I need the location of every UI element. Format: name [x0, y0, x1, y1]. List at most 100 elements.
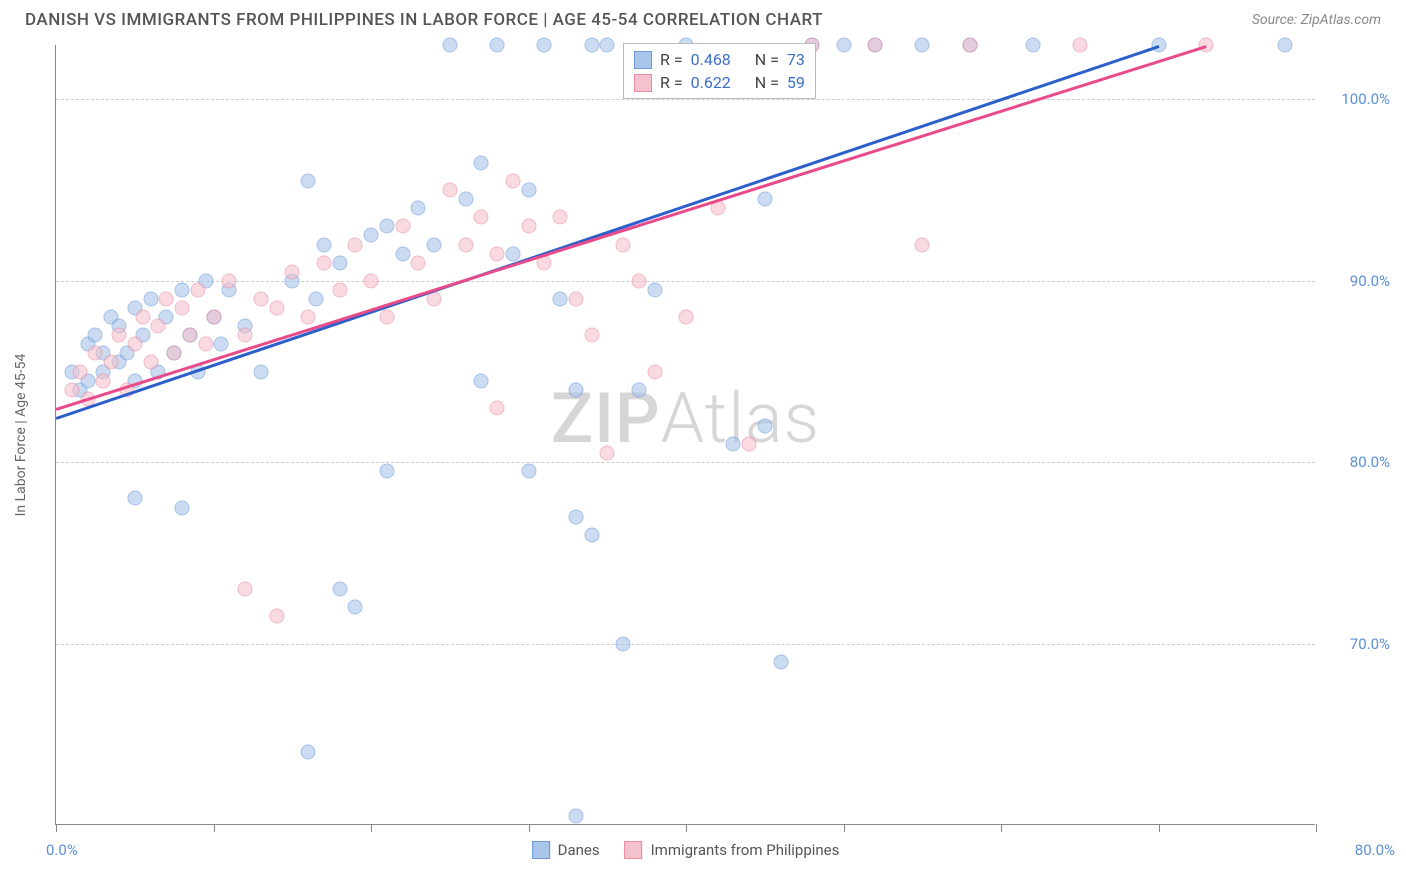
data-point — [584, 328, 599, 343]
data-point — [584, 38, 599, 53]
gridline — [56, 281, 1315, 282]
xtick — [1001, 824, 1002, 832]
data-point — [742, 437, 757, 452]
ytick-label: 70.0% — [1325, 635, 1390, 653]
data-point — [757, 192, 772, 207]
data-point — [568, 291, 583, 306]
data-point — [1072, 38, 1087, 53]
data-point — [757, 418, 772, 433]
data-point — [159, 291, 174, 306]
data-point — [190, 282, 205, 297]
data-point — [88, 346, 103, 361]
data-point — [600, 38, 615, 53]
data-point — [182, 328, 197, 343]
data-point — [269, 301, 284, 316]
xtick-label-max: 80.0% — [1355, 841, 1395, 859]
data-point — [104, 355, 119, 370]
scatter-chart: In Labor Force | Age 45-54 ZIPAtlas 70.0… — [55, 45, 1315, 825]
ytick-label: 90.0% — [1325, 272, 1390, 290]
data-point — [308, 291, 323, 306]
data-point — [616, 237, 631, 252]
xtick — [529, 824, 530, 832]
data-point — [332, 282, 347, 297]
data-point — [175, 301, 190, 316]
data-point — [379, 219, 394, 234]
data-point — [348, 600, 363, 615]
data-point — [458, 237, 473, 252]
data-point — [1198, 38, 1213, 53]
chart-title: DANISH VS IMMIGRANTS FROM PHILIPPINES IN… — [25, 10, 823, 30]
data-point — [332, 582, 347, 597]
data-point — [1277, 38, 1292, 53]
watermark: ZIPAtlas — [551, 378, 820, 460]
data-point — [411, 255, 426, 270]
data-point — [301, 310, 316, 325]
data-point — [96, 373, 111, 388]
data-point — [647, 364, 662, 379]
legend-label: Immigrants from Philippines — [651, 841, 840, 859]
data-point — [505, 246, 520, 261]
data-point — [316, 237, 331, 252]
data-point — [442, 38, 457, 53]
data-point — [631, 382, 646, 397]
xtick-label-min: 0.0% — [46, 841, 78, 859]
data-point — [726, 437, 741, 452]
xtick — [371, 824, 372, 832]
data-point — [1025, 38, 1040, 53]
n-value: 73 — [787, 50, 805, 69]
data-point — [505, 174, 520, 189]
data-point — [395, 246, 410, 261]
data-point — [151, 319, 166, 334]
r-value: 0.622 — [691, 73, 731, 92]
data-point — [521, 464, 536, 479]
legend-label: Danes — [558, 841, 600, 859]
legend-swatch — [634, 51, 652, 69]
ytick-label: 100.0% — [1325, 90, 1390, 108]
data-point — [238, 582, 253, 597]
data-point — [88, 328, 103, 343]
data-point — [631, 273, 646, 288]
data-point — [301, 174, 316, 189]
data-point — [135, 310, 150, 325]
data-point — [127, 491, 142, 506]
data-point — [332, 255, 347, 270]
data-point — [568, 382, 583, 397]
ytick-label: 80.0% — [1325, 453, 1390, 471]
series-legend: Danes Immigrants from Philippines — [532, 841, 840, 859]
data-point — [411, 201, 426, 216]
data-point — [427, 237, 442, 252]
data-point — [72, 364, 87, 379]
data-point — [127, 337, 142, 352]
gridline — [56, 644, 1315, 645]
data-point — [537, 38, 552, 53]
data-point — [198, 337, 213, 352]
xtick — [56, 824, 57, 832]
data-point — [836, 38, 851, 53]
data-point — [490, 38, 505, 53]
data-point — [1151, 38, 1166, 53]
data-point — [379, 310, 394, 325]
data-point — [553, 291, 568, 306]
data-point — [568, 509, 583, 524]
legend-row: R =0.468 N =73 — [634, 48, 805, 71]
data-point — [474, 155, 489, 170]
gridline — [56, 462, 1315, 463]
data-point — [868, 38, 883, 53]
data-point — [238, 328, 253, 343]
data-point — [64, 382, 79, 397]
data-point — [301, 745, 316, 760]
data-point — [348, 237, 363, 252]
xtick — [844, 824, 845, 832]
legend-swatch — [634, 74, 652, 92]
y-axis-label: In Labor Force | Age 45-54 — [13, 353, 29, 516]
data-point — [143, 291, 158, 306]
data-point — [915, 38, 930, 53]
correlation-legend: R =0.468 N =73R =0.622 N =59 — [623, 43, 816, 99]
data-point — [773, 654, 788, 669]
legend-item: Immigrants from Philippines — [625, 841, 840, 859]
data-point — [915, 237, 930, 252]
data-point — [616, 636, 631, 651]
data-point — [253, 291, 268, 306]
data-point — [584, 527, 599, 542]
data-point — [442, 183, 457, 198]
